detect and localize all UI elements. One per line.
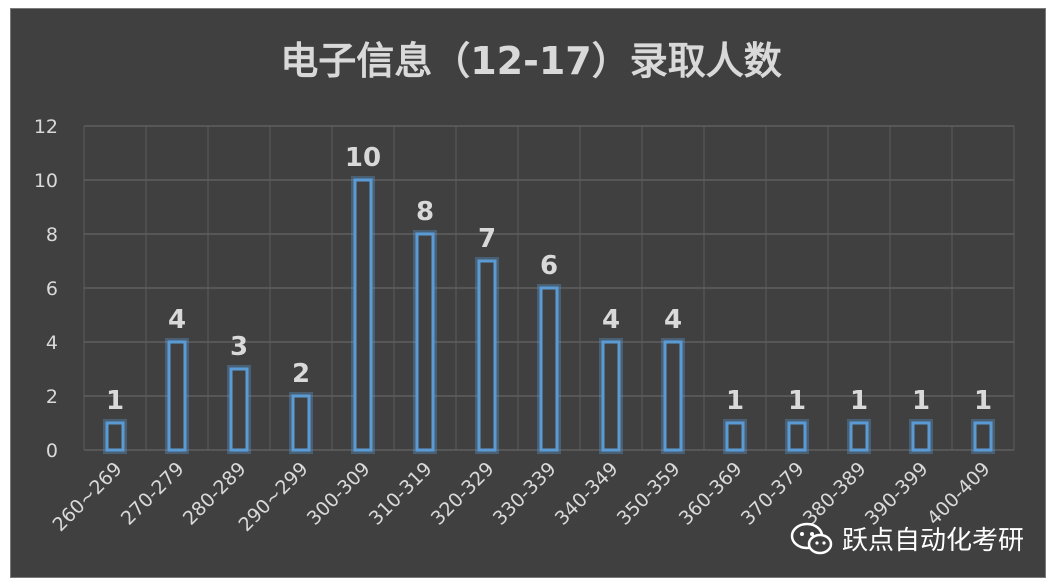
- bar: [291, 394, 311, 452]
- bar: [601, 340, 621, 452]
- data-label: 7: [478, 224, 496, 254]
- bar: [911, 421, 931, 452]
- chart-title: 电子信息（12-17）录取人数: [280, 39, 782, 83]
- data-labels: 1 4 3 2 10 8 7 6 4 4 1 1 1 1 1: [106, 143, 992, 416]
- data-label: 1: [974, 386, 992, 416]
- wechat-icon: [790, 522, 833, 554]
- watermark: 跃点自动化考研: [790, 520, 1024, 557]
- data-label: 1: [788, 386, 806, 416]
- x-tick-label: 300-309: [303, 458, 375, 530]
- y-tick-label: 2: [46, 386, 58, 408]
- data-label: 1: [850, 386, 868, 416]
- bar: [353, 178, 373, 452]
- data-label: 3: [230, 332, 248, 362]
- x-tick-label: 320-329: [427, 458, 499, 530]
- y-tick-label: 4: [46, 332, 58, 354]
- chart-panel: [10, 8, 1046, 578]
- x-tick-label: 400-409: [923, 458, 995, 530]
- data-label: 4: [602, 305, 620, 335]
- y-tick-label: 10: [34, 170, 58, 192]
- bar: [539, 286, 559, 452]
- bar: [477, 259, 497, 452]
- bar: [973, 421, 993, 452]
- x-tick-label: 310-319: [365, 458, 437, 530]
- x-tick-label: 350-359: [613, 458, 685, 530]
- bar: [229, 367, 249, 452]
- x-tick-label: 330-339: [489, 458, 561, 530]
- bar: [167, 340, 187, 452]
- bar: [787, 421, 807, 452]
- data-label: 2: [292, 359, 310, 389]
- data-label: 8: [416, 197, 434, 227]
- bar: [849, 421, 869, 452]
- y-axis-ticks: 0 2 4 6 8 10 12: [34, 116, 58, 462]
- data-label: 1: [726, 386, 744, 416]
- bar: [415, 232, 435, 452]
- x-tick-label: 380-389: [799, 458, 871, 530]
- data-label: 4: [664, 305, 682, 335]
- x-tick-label: 360-369: [675, 458, 747, 530]
- y-tick-label: 0: [46, 440, 58, 462]
- data-label: 1: [106, 386, 124, 416]
- bar: [725, 421, 745, 452]
- bar: [105, 421, 125, 452]
- x-tick-label: 260~269: [48, 458, 126, 536]
- bars: [103, 176, 995, 454]
- x-tick-label: 270-279: [117, 458, 189, 530]
- data-label: 6: [540, 251, 558, 281]
- bar: [663, 340, 683, 452]
- data-label: 10: [345, 143, 381, 173]
- watermark-text: 跃点自动化考研: [842, 526, 1025, 556]
- y-tick-label: 12: [34, 116, 58, 138]
- y-tick-label: 8: [46, 224, 58, 246]
- data-label: 4: [168, 305, 186, 335]
- data-label: 1: [912, 386, 930, 416]
- x-tick-label: 370-379: [737, 458, 809, 530]
- x-tick-label: 390-399: [861, 458, 933, 530]
- x-tick-label: 340-349: [551, 458, 623, 530]
- y-tick-label: 6: [46, 278, 58, 300]
